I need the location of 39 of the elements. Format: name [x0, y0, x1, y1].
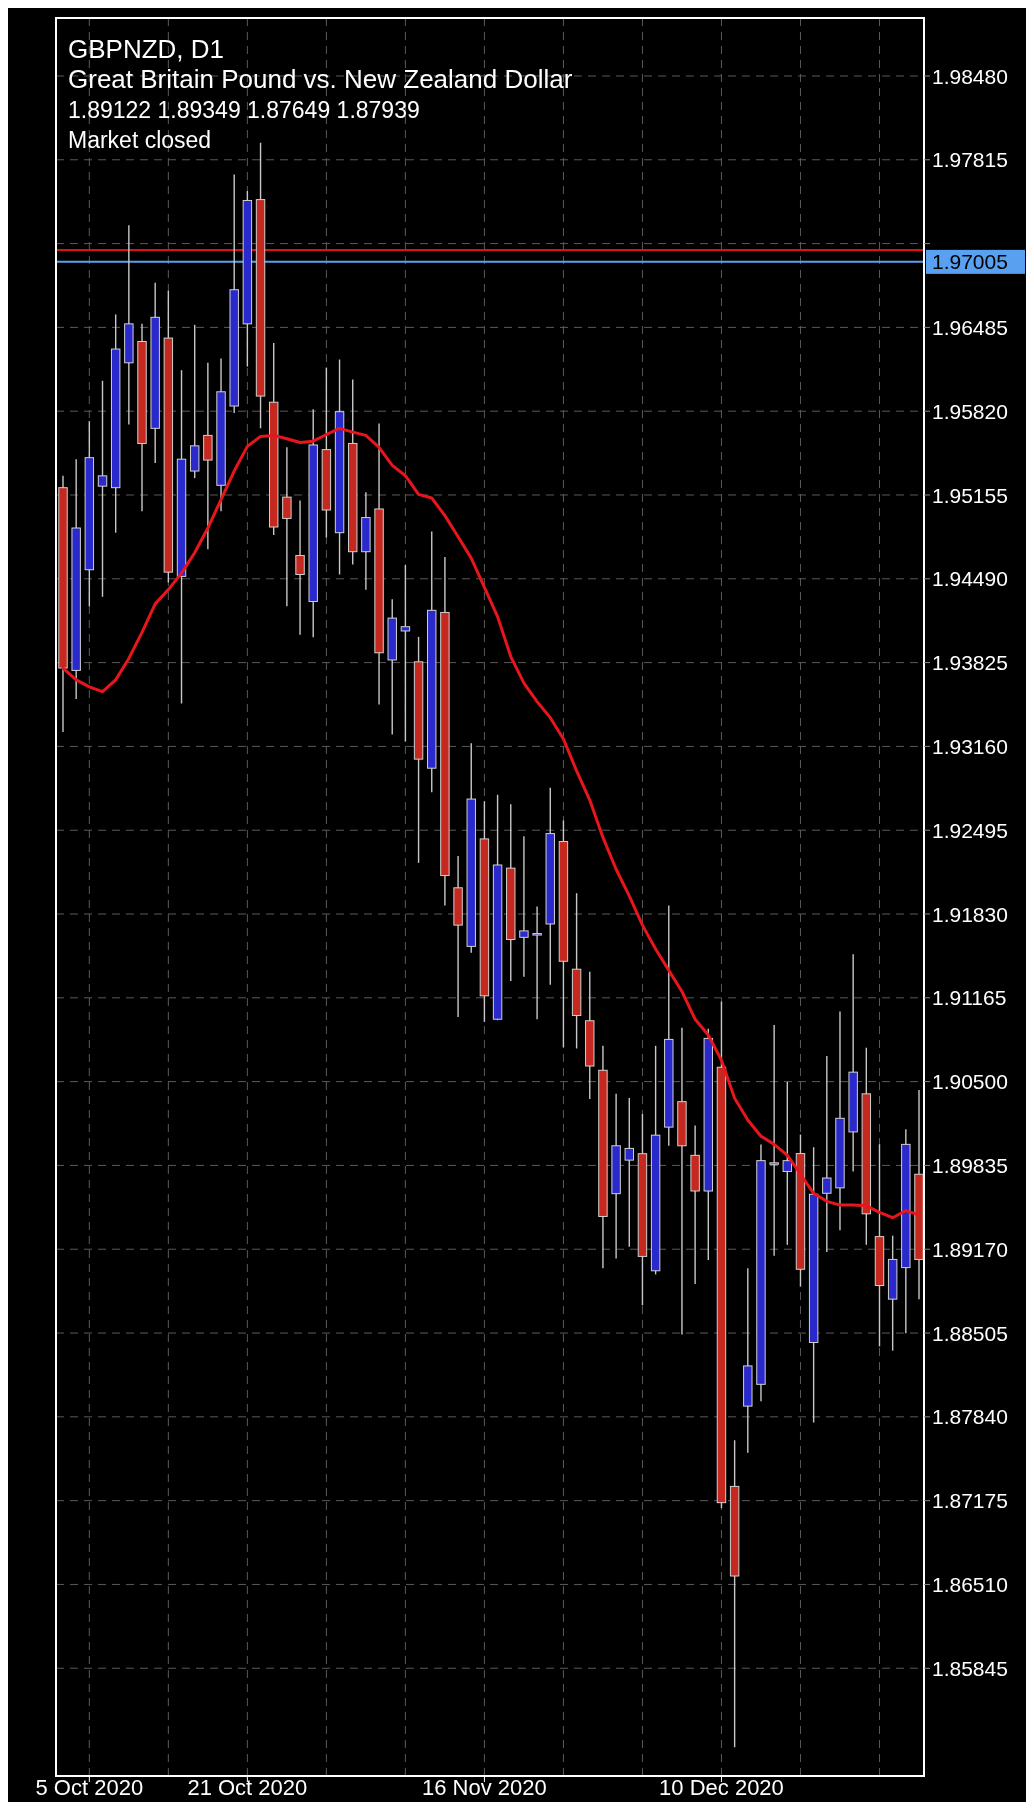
y-tick-label: 1.90500	[932, 1070, 1008, 1094]
ref-line-label: 1.97005	[932, 250, 1008, 274]
candlestick	[97, 380, 108, 598]
x-tick-label: 10 Dec 2020	[659, 1775, 784, 1800]
x-tick-label: 16 Nov 2020	[422, 1775, 547, 1800]
x-tick-label: 21 Oct 2020	[187, 1775, 308, 1800]
y-tick-label: 1.97815	[932, 148, 1008, 172]
candlestick	[532, 905, 542, 1020]
y-tick-label: 1.94490	[932, 567, 1008, 591]
y-tick-label: 1.87840	[932, 1405, 1008, 1429]
y-tick-label: 1.85845	[932, 1656, 1008, 1680]
y-tick-label: 1.88505	[932, 1321, 1008, 1345]
candlestick	[295, 499, 305, 636]
x-tick-label: 5 Oct 2020	[35, 1775, 144, 1800]
line-series	[61, 426, 921, 1220]
y-tick-label: 1.93160	[932, 734, 1008, 758]
candlestick	[822, 1055, 832, 1253]
candlestick	[769, 1024, 779, 1257]
annotation: Market closed	[68, 127, 212, 153]
candlestick	[624, 1097, 634, 1248]
candlestick	[400, 564, 411, 743]
candlestick	[282, 446, 292, 607]
y-tick-label: 1.95155	[932, 483, 1008, 507]
y-tick-label: 1.92495	[932, 818, 1008, 842]
text: Great Britain Pound vs. New Zealand Dollar	[68, 64, 573, 94]
y-tick-label: 1.98480	[932, 64, 1008, 88]
y-tick-label: 1.91165	[932, 986, 1007, 1010]
y-tick-label: 1.91830	[932, 902, 1008, 926]
candlestick	[782, 1081, 793, 1246]
y-tick-label: 1.87175	[932, 1489, 1008, 1513]
y-tick-label: 1.96485	[932, 315, 1008, 339]
candlestick	[519, 835, 529, 978]
annotation: 1.89122 1.89349 1.87649 1.87939	[68, 97, 420, 123]
y-tick-label: 1.93825	[932, 651, 1008, 675]
y-tick-label: 1.89835	[932, 1153, 1008, 1177]
y-tick-label: 1.86510	[932, 1573, 1008, 1597]
y-tick-label: 1.89170	[932, 1237, 1008, 1261]
text: GBPNZD, D1	[68, 34, 225, 64]
y-tick-label: 1.95820	[932, 399, 1008, 423]
